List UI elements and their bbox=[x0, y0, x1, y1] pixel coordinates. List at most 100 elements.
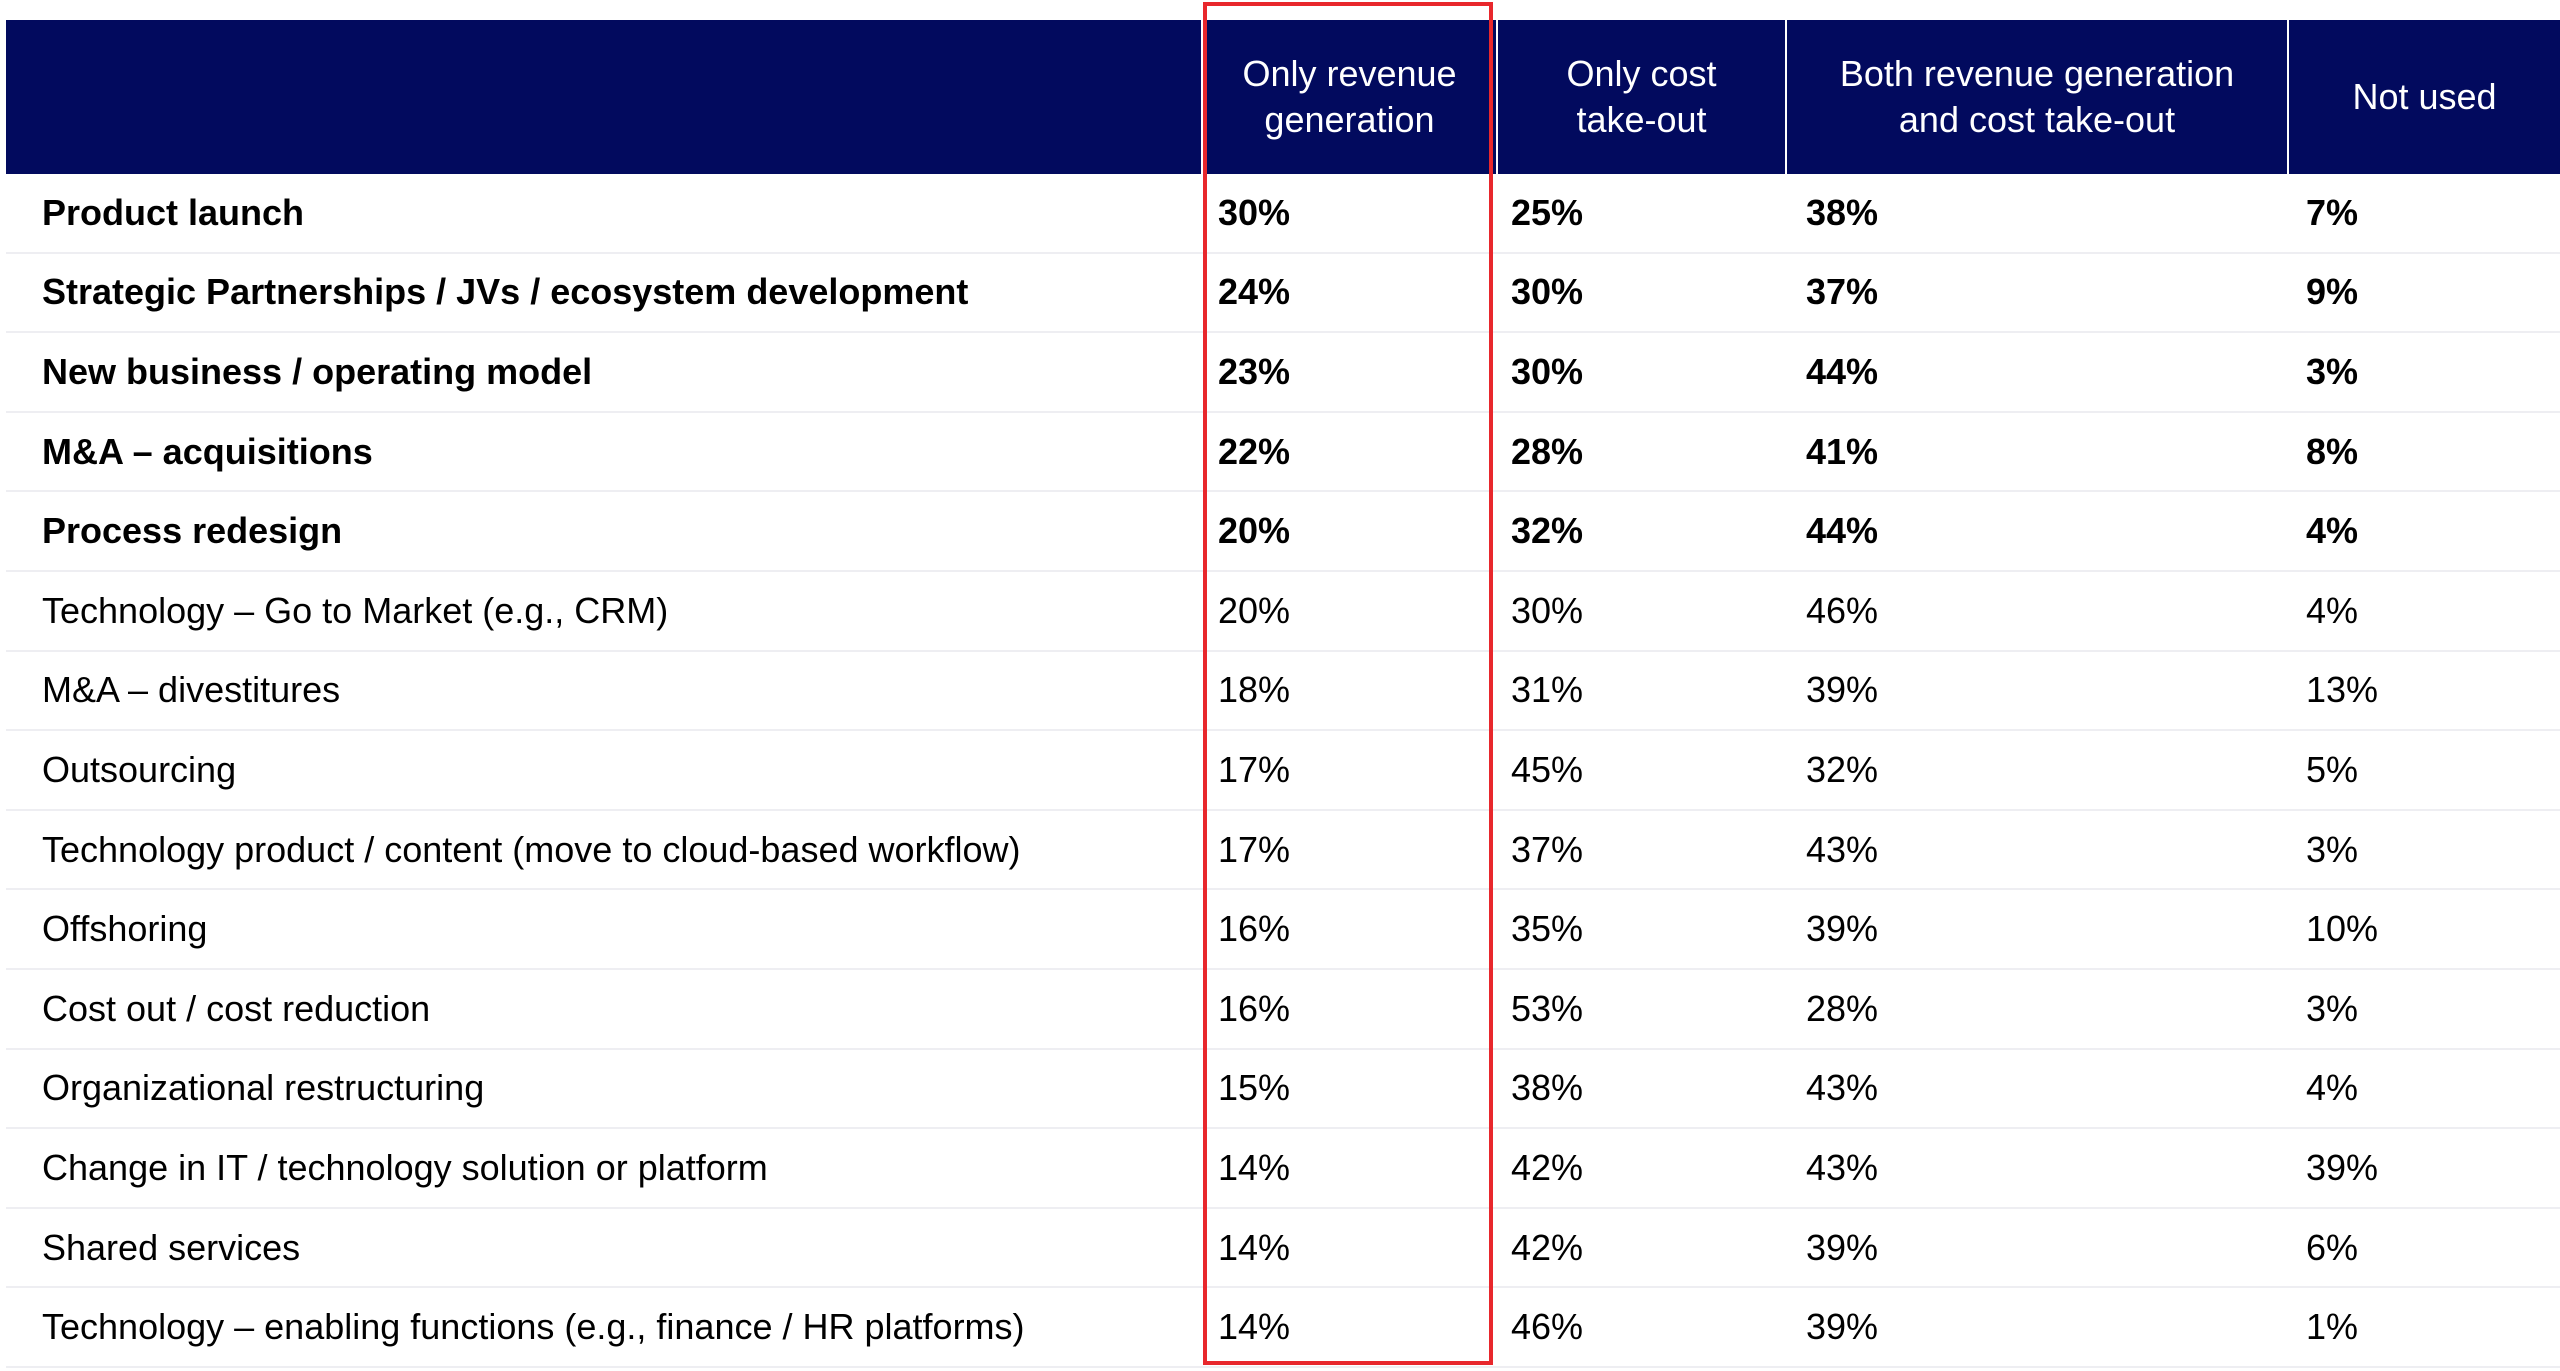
cell-only-revenue: 18% bbox=[1202, 650, 1497, 732]
table-row: Product launch 30% 25% 38% 7% bbox=[6, 174, 2560, 254]
cell-both: 43% bbox=[1786, 1128, 2288, 1209]
table-row: Technology – Go to Market (e.g., CRM) 20%… bbox=[6, 570, 2560, 652]
cell-not-used: 4% bbox=[2288, 491, 2560, 572]
cell-only-cost: 38% bbox=[1497, 1048, 1786, 1130]
row-label: Organizational restructuring bbox=[6, 1048, 1202, 1130]
cell-both: 39% bbox=[1786, 1207, 2288, 1289]
row-label: Product launch bbox=[6, 174, 1202, 254]
row-label: Offshoring bbox=[6, 889, 1202, 970]
cell-both: 43% bbox=[1786, 1048, 2288, 1130]
header-line: and cost take-out bbox=[1898, 99, 2176, 140]
table-row: Strategic Partnerships / JVs / ecosystem… bbox=[6, 252, 2560, 334]
cell-only-cost: 30% bbox=[1497, 332, 1786, 413]
row-label: Technology – enabling functions (e.g., f… bbox=[6, 1287, 1202, 1368]
table-row: Outsourcing 17% 45% 32% 5% bbox=[6, 730, 2560, 811]
header-line: Only revenue bbox=[1242, 53, 1457, 94]
row-label: New business / operating model bbox=[6, 332, 1202, 413]
cell-not-used: 5% bbox=[2288, 730, 2560, 811]
cell-only-revenue: 15% bbox=[1202, 1048, 1497, 1130]
cell-only-cost: 31% bbox=[1497, 650, 1786, 732]
cell-only-revenue: 20% bbox=[1202, 570, 1497, 652]
table-row: New business / operating model 23% 30% 44% 3… bbox=[6, 332, 2560, 413]
cell-not-used: 10% bbox=[2288, 889, 2560, 970]
row-label: Outsourcing bbox=[6, 730, 1202, 811]
header-row: Only revenue generation Only cost take-o… bbox=[6, 20, 2560, 174]
cell-only-cost: 37% bbox=[1497, 809, 1786, 891]
cell-only-revenue: 17% bbox=[1202, 730, 1497, 811]
cell-only-cost: 30% bbox=[1497, 252, 1786, 334]
header-cell-only-cost: Only cost take-out bbox=[1496, 20, 1786, 174]
cell-only-cost: 42% bbox=[1497, 1207, 1786, 1289]
cell-only-cost: 45% bbox=[1497, 730, 1786, 811]
cell-only-cost: 46% bbox=[1497, 1287, 1786, 1368]
cell-not-used: 4% bbox=[2288, 570, 2560, 652]
row-label: Technology product / content (move to cl… bbox=[6, 809, 1202, 891]
cell-not-used: 39% bbox=[2288, 1128, 2560, 1209]
table-row: Process redesign 20% 32% 44% 4% bbox=[6, 491, 2560, 572]
header-cell-label bbox=[6, 20, 1202, 174]
cell-both: 39% bbox=[1786, 889, 2288, 970]
cell-not-used: 3% bbox=[2288, 968, 2560, 1050]
cell-only-revenue: 23% bbox=[1202, 332, 1497, 413]
header-line: Only cost bbox=[1566, 53, 1717, 94]
row-label: Process redesign bbox=[6, 491, 1202, 572]
data-table: Only revenue generation Only cost take-o… bbox=[6, 20, 2560, 1368]
cell-both: 46% bbox=[1786, 570, 2288, 652]
table-row: Organizational restructuring 15% 38% 43% 4% bbox=[6, 1048, 2560, 1130]
cell-only-cost: 28% bbox=[1497, 411, 1786, 493]
cell-not-used: 1% bbox=[2288, 1287, 2560, 1368]
cell-only-revenue: 17% bbox=[1202, 809, 1497, 891]
header-line: take-out bbox=[1576, 99, 1707, 140]
row-label: Cost out / cost reduction bbox=[6, 968, 1202, 1050]
table-body: Product launch 30% 25% 38% 7% Strategic Partn… bbox=[6, 174, 2560, 1368]
cell-both: 37% bbox=[1786, 252, 2288, 334]
header-cell-only-revenue: Only revenue generation bbox=[1201, 20, 1497, 174]
cell-both: 41% bbox=[1786, 411, 2288, 493]
cell-only-cost: 42% bbox=[1497, 1128, 1786, 1209]
table-row: Technology – enabling functions (e.g., f… bbox=[6, 1287, 2560, 1368]
cell-only-cost: 35% bbox=[1497, 889, 1786, 970]
cell-only-revenue: 14% bbox=[1202, 1287, 1497, 1368]
table-row: Change in IT / technology solution or pl… bbox=[6, 1128, 2560, 1209]
cell-only-revenue: 16% bbox=[1202, 889, 1497, 970]
header-line: Both revenue generation bbox=[1839, 53, 2235, 94]
row-label: Technology – Go to Market (e.g., CRM) bbox=[6, 570, 1202, 652]
table-row: Shared services 14% 42% 39% 6% bbox=[6, 1207, 2560, 1289]
cell-both: 28% bbox=[1786, 968, 2288, 1050]
row-label: Shared services bbox=[6, 1207, 1202, 1289]
cell-not-used: 13% bbox=[2288, 650, 2560, 732]
cell-only-revenue: 30% bbox=[1202, 174, 1497, 254]
table-row: Offshoring 16% 35% 39% 10% bbox=[6, 889, 2560, 970]
cell-only-revenue: 14% bbox=[1202, 1207, 1497, 1289]
table-row: M&A – divestitures 18% 31% 39% 13% bbox=[6, 650, 2560, 732]
header-cell-both: Both revenue generation and cost take-ou… bbox=[1785, 20, 2288, 174]
cell-not-used: 3% bbox=[2288, 332, 2560, 413]
cell-only-cost: 30% bbox=[1497, 570, 1786, 652]
cell-only-revenue: 14% bbox=[1202, 1128, 1497, 1209]
cell-only-cost: 25% bbox=[1497, 174, 1786, 254]
header-line: generation bbox=[1264, 99, 1435, 140]
cell-both: 32% bbox=[1786, 730, 2288, 811]
cell-only-cost: 53% bbox=[1497, 968, 1786, 1050]
row-label: M&A – divestitures bbox=[6, 650, 1202, 732]
table-row: Cost out / cost reduction 16% 53% 28% 3% bbox=[6, 968, 2560, 1050]
cell-both: 39% bbox=[1786, 1287, 2288, 1368]
cell-only-revenue: 16% bbox=[1202, 968, 1497, 1050]
cell-not-used: 9% bbox=[2288, 252, 2560, 334]
cell-both: 38% bbox=[1786, 174, 2288, 254]
row-label: M&A – acquisitions bbox=[6, 411, 1202, 493]
cell-both: 39% bbox=[1786, 650, 2288, 732]
cell-not-used: 8% bbox=[2288, 411, 2560, 493]
cell-both: 43% bbox=[1786, 809, 2288, 891]
table-row: Technology product / content (move to cl… bbox=[6, 809, 2560, 891]
row-label: Change in IT / technology solution or pl… bbox=[6, 1128, 1202, 1209]
cell-only-revenue: 24% bbox=[1202, 252, 1497, 334]
cell-only-cost: 32% bbox=[1497, 491, 1786, 572]
cell-not-used: 3% bbox=[2288, 809, 2560, 891]
cell-not-used: 7% bbox=[2288, 174, 2560, 254]
cell-only-revenue: 22% bbox=[1202, 411, 1497, 493]
cell-only-revenue: 20% bbox=[1202, 491, 1497, 572]
cell-not-used: 6% bbox=[2288, 1207, 2560, 1289]
cell-both: 44% bbox=[1786, 332, 2288, 413]
header-line: Not used bbox=[2352, 76, 2497, 117]
